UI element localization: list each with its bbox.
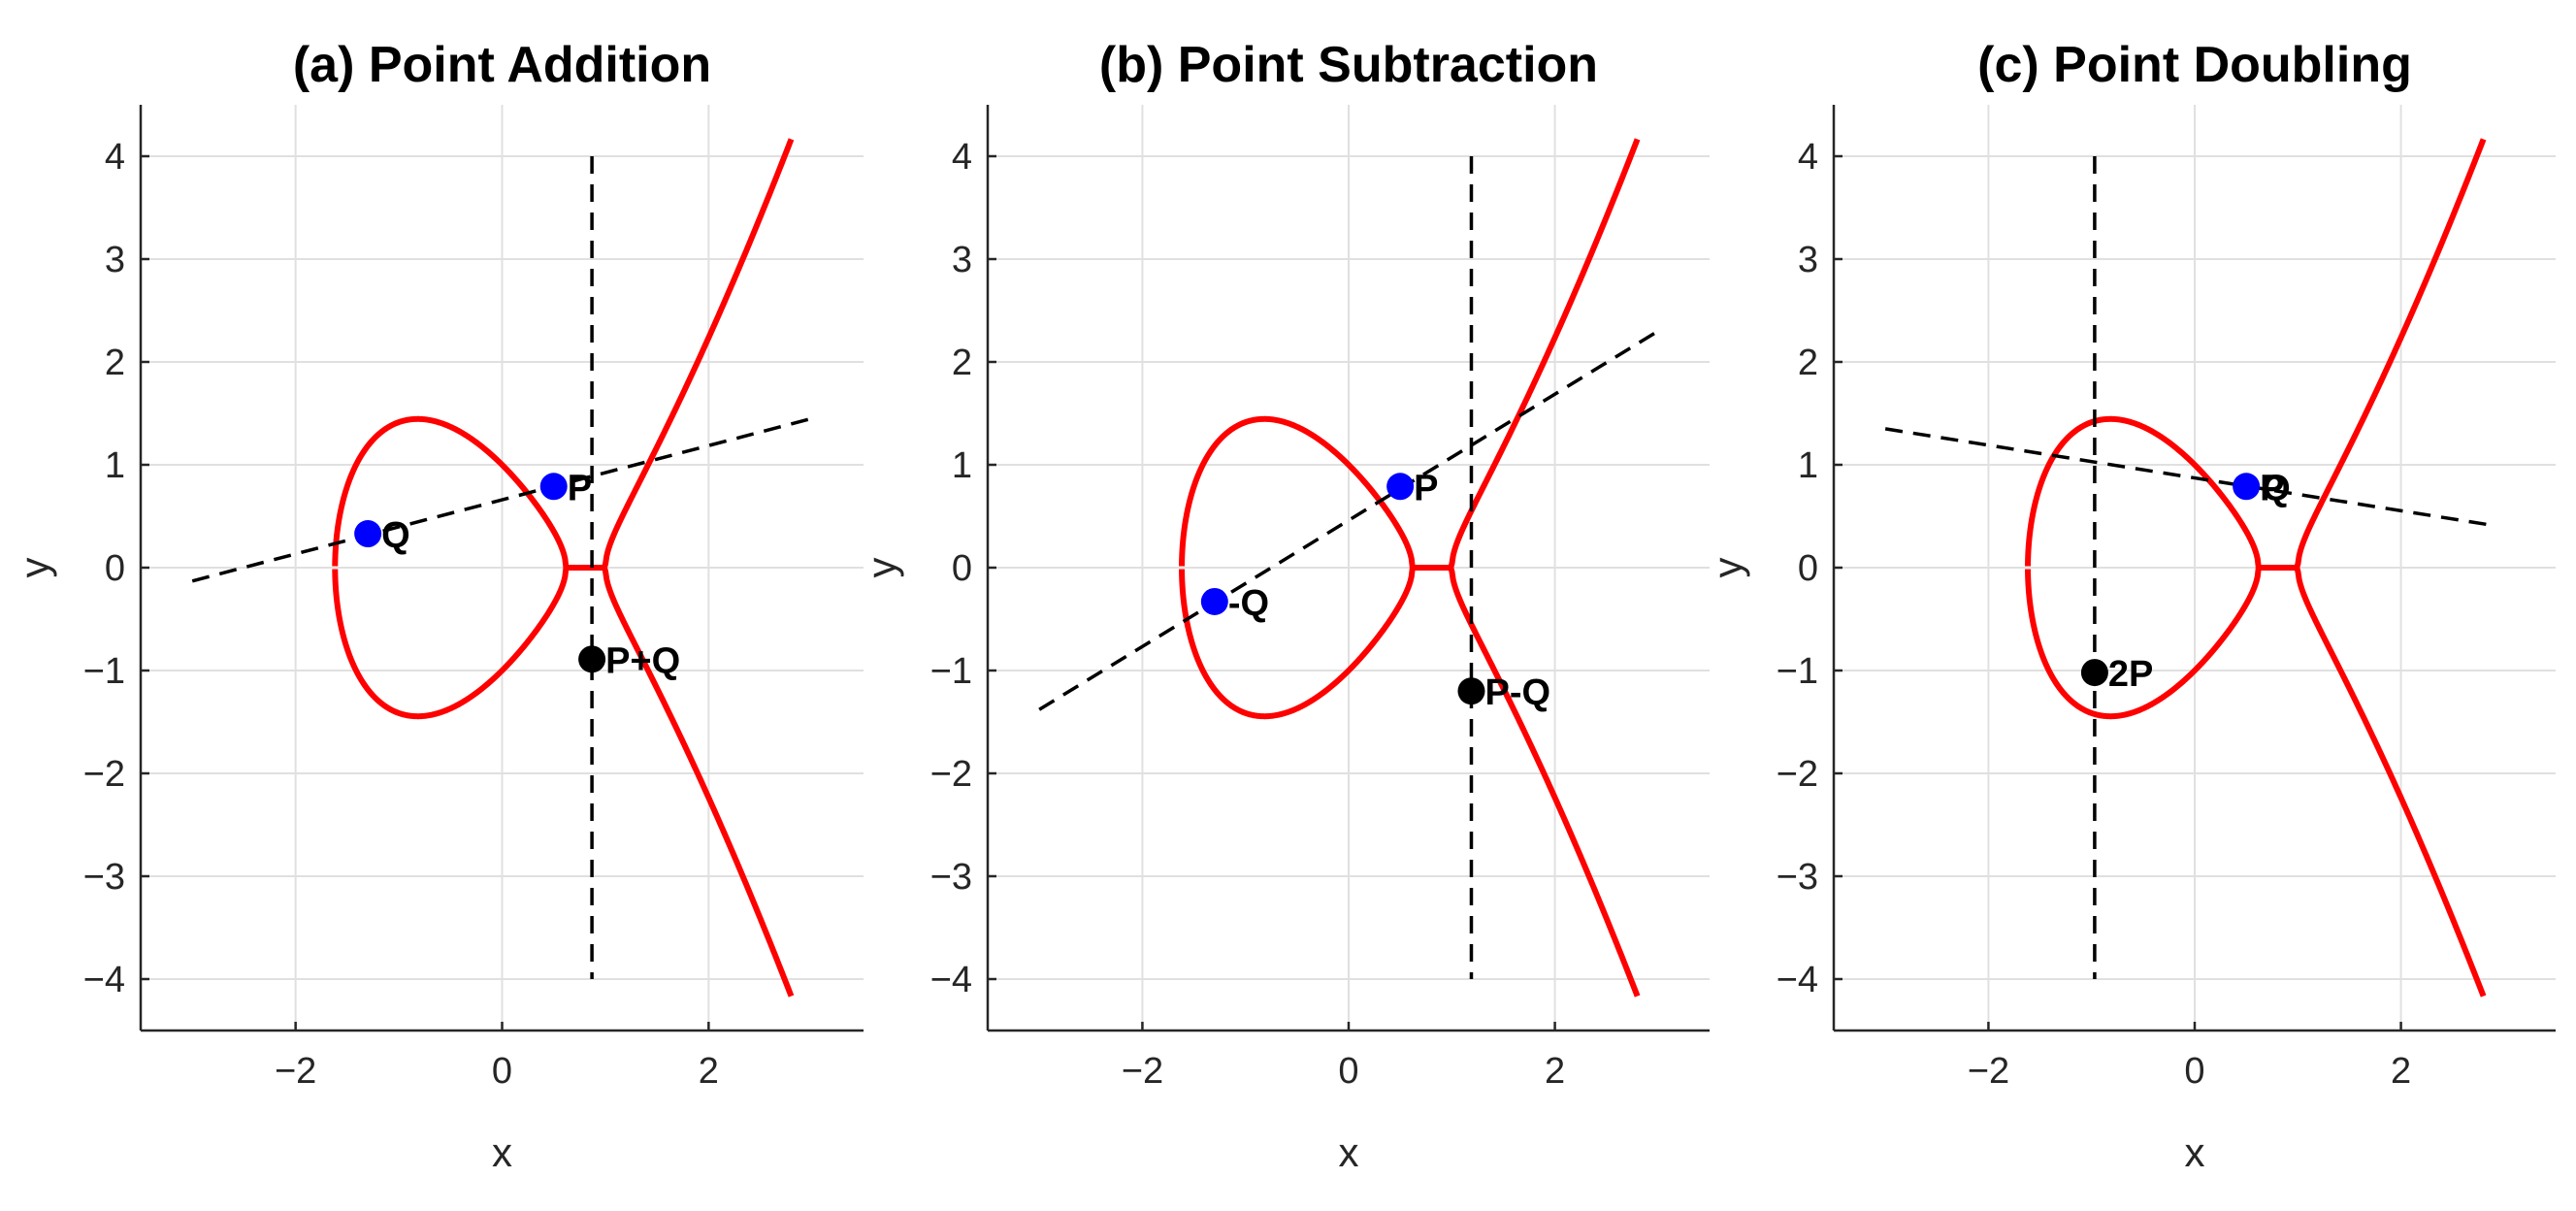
curve-upper-branch bbox=[332, 138, 795, 571]
y-tick-label: −1 bbox=[930, 651, 972, 692]
point-minusq-label: -Q bbox=[1228, 583, 1269, 624]
y-tick-label: 2 bbox=[1798, 343, 1818, 383]
secant-line bbox=[1884, 427, 2494, 528]
plot-area bbox=[1038, 138, 1659, 998]
point-p-marker bbox=[539, 473, 568, 501]
x-tick-label: 0 bbox=[1338, 1051, 1358, 1092]
y-tick-label: 1 bbox=[105, 445, 125, 486]
chart-title: (c) Point Doubling bbox=[1977, 37, 2412, 93]
x-tick-label: 0 bbox=[2184, 1051, 2204, 1092]
point-p-label: P bbox=[1414, 468, 1438, 508]
curve-lower-branch bbox=[332, 565, 795, 998]
curve-lower-branch bbox=[1179, 565, 1641, 998]
x-axis-label: x bbox=[1339, 1129, 1359, 1175]
chart-panel-1: −2 0 2 −4 −3 −2 −1 0 1 2 3 4 (a) Point Addition x y Q P P… bbox=[12, 37, 864, 1175]
y-tick-label: −1 bbox=[83, 651, 125, 692]
y-tick-label: −4 bbox=[83, 960, 125, 1000]
chart-panel-2: −2 0 2 −4 −3 −2 −1 0 1 2 3 4 (b) Point Subtraction x y… bbox=[859, 37, 1710, 1175]
y-tick-label: 2 bbox=[105, 343, 125, 383]
point-p-label: P bbox=[568, 468, 592, 508]
chart-title: (b) Point Subtraction bbox=[1099, 37, 1598, 93]
y-tick-label: −3 bbox=[930, 857, 972, 898]
y-tick-label: −3 bbox=[1777, 857, 1818, 898]
point-pplusq-label: P+Q bbox=[605, 640, 680, 681]
point-2p-label: 2P bbox=[2108, 654, 2153, 695]
x-tick-label: −2 bbox=[1968, 1051, 2009, 1092]
chart-panel-3: −2 0 2 −4 −3 −2 −1 0 1 2 3 4 (c) Point Doubling x y QP 2… bbox=[1705, 37, 2556, 1175]
point-p-marker bbox=[2233, 473, 2261, 501]
plot-area bbox=[191, 138, 813, 998]
x-tick-label: 2 bbox=[2391, 1051, 2411, 1092]
y-tick-label: 1 bbox=[1798, 445, 1818, 486]
x-tick-label: 2 bbox=[1545, 1051, 1565, 1092]
y-tick-label: −4 bbox=[1777, 960, 1818, 1000]
curve-lower-branch bbox=[2025, 565, 2487, 998]
curve-upper-branch bbox=[1179, 138, 1641, 571]
point-2p-marker bbox=[2080, 659, 2108, 687]
y-tick-label: 2 bbox=[952, 343, 972, 383]
y-tick-label: 3 bbox=[105, 240, 125, 280]
point-pminusq-marker bbox=[1457, 677, 1485, 705]
y-tick-label: −3 bbox=[83, 857, 125, 898]
y-tick-label: −4 bbox=[930, 960, 972, 1000]
y-tick-label: −1 bbox=[1777, 651, 1818, 692]
y-tick-label: 4 bbox=[105, 137, 125, 178]
point-q-marker bbox=[354, 520, 382, 548]
point-p-label: P bbox=[2260, 468, 2284, 508]
y-tick-label: 4 bbox=[1798, 137, 1818, 178]
y-axis-label: y bbox=[1705, 558, 1750, 578]
secant-line bbox=[1038, 329, 1659, 711]
chart-title: (a) Point Addition bbox=[293, 37, 711, 93]
y-tick-label: 0 bbox=[952, 548, 972, 589]
secant-line bbox=[191, 416, 813, 583]
y-tick-label: −2 bbox=[83, 754, 125, 795]
overlap-point-label: Q bbox=[2262, 468, 2291, 508]
y-tick-label: 1 bbox=[952, 445, 972, 486]
point-pminusq-label: P-Q bbox=[1484, 672, 1550, 713]
x-tick-label: 0 bbox=[492, 1051, 512, 1092]
x-axis-label: x bbox=[2185, 1129, 2205, 1175]
plot-area bbox=[1884, 138, 2494, 998]
y-tick-label: 4 bbox=[952, 137, 972, 178]
x-axis-label: x bbox=[492, 1129, 512, 1175]
x-tick-label: −2 bbox=[1122, 1051, 1163, 1092]
x-tick-label: 2 bbox=[699, 1051, 719, 1092]
point-minusq-marker bbox=[1200, 587, 1228, 615]
y-axis-label: y bbox=[859, 558, 904, 578]
point-p-marker bbox=[1386, 473, 1415, 501]
curve-upper-branch bbox=[2025, 138, 2487, 571]
y-tick-label: 0 bbox=[105, 548, 125, 589]
point-q-label: Q bbox=[381, 515, 410, 556]
point-pplusq-marker bbox=[578, 645, 606, 673]
y-tick-label: −2 bbox=[930, 754, 972, 795]
y-tick-label: 0 bbox=[1798, 548, 1818, 589]
y-tick-label: 3 bbox=[1798, 240, 1818, 280]
x-tick-label: −2 bbox=[275, 1051, 316, 1092]
y-tick-label: 3 bbox=[952, 240, 972, 280]
y-tick-label: −2 bbox=[1777, 754, 1818, 795]
y-axis-label: y bbox=[12, 558, 57, 578]
